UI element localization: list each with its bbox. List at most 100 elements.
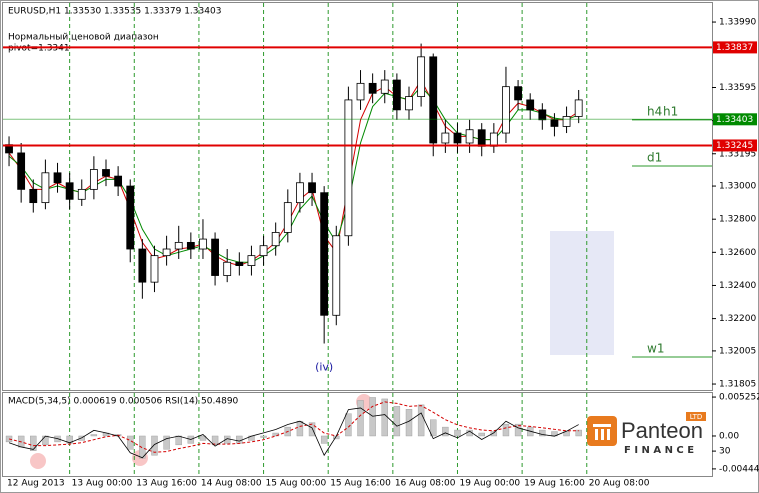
annotation: (iv) bbox=[315, 360, 333, 373]
y-tick-label: 1.33195 bbox=[719, 149, 756, 159]
candle-body bbox=[138, 248, 147, 283]
x-tick-label: 15 Aug 16:00 bbox=[330, 479, 391, 489]
y-tick-label: 1.32005 bbox=[719, 346, 756, 356]
candle-body bbox=[211, 238, 219, 276]
macd-bar bbox=[490, 431, 498, 437]
price-label: 1.33403 bbox=[716, 115, 753, 125]
candle-body bbox=[247, 255, 256, 266]
macd-bar bbox=[260, 435, 267, 438]
price-label-box bbox=[713, 113, 757, 126]
indicator-frame bbox=[2, 392, 713, 477]
candle-body bbox=[392, 79, 401, 111]
subtitle: Нормальный ценовой диапазон bbox=[8, 33, 159, 43]
macd-bar bbox=[502, 423, 510, 437]
macd-bar bbox=[478, 432, 485, 437]
candle-body bbox=[53, 172, 62, 184]
candle-body bbox=[259, 245, 268, 257]
macd-bar bbox=[454, 429, 461, 437]
macd-bar bbox=[393, 406, 401, 437]
candle-body bbox=[562, 116, 571, 127]
macd-bar bbox=[345, 413, 352, 437]
candle-body bbox=[465, 129, 474, 144]
y-tick-label: 1.32200 bbox=[719, 314, 756, 324]
candle-body bbox=[356, 82, 365, 101]
macd-bar bbox=[127, 435, 134, 450]
candle-body bbox=[489, 132, 498, 147]
macd-bar bbox=[199, 435, 207, 441]
signal-line bbox=[8, 401, 579, 453]
candle-body bbox=[574, 99, 583, 117]
y-tick-label: 0.005252 bbox=[719, 393, 759, 403]
price-label: 1.33245 bbox=[716, 141, 753, 151]
candle-body bbox=[186, 241, 195, 250]
macd-bar bbox=[223, 435, 231, 444]
candle-body bbox=[162, 248, 171, 257]
candle-body bbox=[538, 109, 547, 121]
logo-icon bbox=[607, 429, 610, 440]
macd-bar bbox=[30, 435, 37, 452]
macd-bar bbox=[211, 435, 219, 446]
macd-bar bbox=[369, 397, 376, 437]
candle-body bbox=[29, 188, 38, 204]
logo-icon bbox=[595, 429, 598, 440]
x-tick-label: 19 Aug 16:00 bbox=[524, 479, 585, 489]
macd-bar bbox=[575, 429, 582, 437]
main-frame bbox=[2, 2, 713, 391]
logo-badge-text: LTD bbox=[690, 413, 703, 421]
candle-body bbox=[308, 182, 316, 194]
macd-bar bbox=[405, 409, 413, 437]
price-label-box bbox=[713, 139, 757, 152]
macd-bar bbox=[430, 419, 437, 437]
candle-body bbox=[174, 241, 183, 250]
range-level-label: h4 bbox=[647, 104, 662, 118]
candle-body bbox=[89, 169, 98, 190]
logo-name: Panteon bbox=[621, 418, 703, 443]
y-tick-label: 0.00 bbox=[719, 431, 739, 441]
candle-body bbox=[271, 232, 280, 247]
macd-bar bbox=[139, 435, 146, 459]
candle-body bbox=[417, 56, 426, 98]
y-tick-label: 1.32400 bbox=[719, 281, 756, 291]
macd-bar bbox=[66, 435, 73, 444]
macd-bar bbox=[308, 422, 316, 437]
y-tick-label: 1.32600 bbox=[719, 248, 756, 258]
candle-body bbox=[320, 192, 329, 316]
candle-body bbox=[17, 152, 26, 190]
candle-body bbox=[296, 182, 304, 204]
macd-bar bbox=[514, 423, 522, 437]
y-tick-label: 1.33000 bbox=[719, 182, 756, 192]
candle-body bbox=[114, 175, 123, 187]
price-label-box bbox=[713, 41, 757, 54]
range-level-label: w1 bbox=[647, 342, 664, 356]
candle-body bbox=[514, 86, 522, 101]
candle-body bbox=[368, 82, 377, 94]
annotation: pivot=1.3341 bbox=[8, 44, 70, 54]
logo-icon bbox=[593, 424, 611, 427]
candle-body bbox=[150, 255, 159, 283]
price-label: 1.33837 bbox=[716, 43, 753, 53]
macd-bar bbox=[151, 435, 158, 456]
macd-bar bbox=[381, 398, 388, 437]
candle-body bbox=[223, 261, 232, 276]
candle-body bbox=[477, 129, 486, 147]
x-tick-label: 12 Aug 2013 bbox=[7, 479, 65, 489]
chart-title: EURUSD,H1 1.33530 1.33535 1.33379 1.3340… bbox=[8, 7, 221, 17]
x-tick-label: 16 Aug 08:00 bbox=[395, 479, 456, 489]
candle-body bbox=[126, 185, 135, 250]
macd-bar bbox=[417, 404, 425, 437]
macd-bar bbox=[296, 420, 304, 437]
logo-tagline: F I N A N C E bbox=[624, 445, 694, 456]
x-tick-label: 13 Aug 16:00 bbox=[136, 479, 197, 489]
indicator-title: MACD(5,34,5) 0.000619 0.000506 RSI(14) 5… bbox=[8, 397, 239, 407]
range-level-label: h1 bbox=[663, 104, 678, 118]
x-tick-label: 14 Aug 08:00 bbox=[201, 479, 262, 489]
candle-body bbox=[453, 132, 462, 144]
candle-body bbox=[344, 99, 353, 237]
macd-bar bbox=[357, 400, 364, 437]
logo-icon bbox=[601, 429, 604, 440]
y-tick-label: -0.004441 bbox=[719, 464, 759, 474]
candle-body bbox=[526, 99, 535, 111]
macd-bar bbox=[42, 435, 49, 446]
highlight bbox=[30, 453, 46, 469]
